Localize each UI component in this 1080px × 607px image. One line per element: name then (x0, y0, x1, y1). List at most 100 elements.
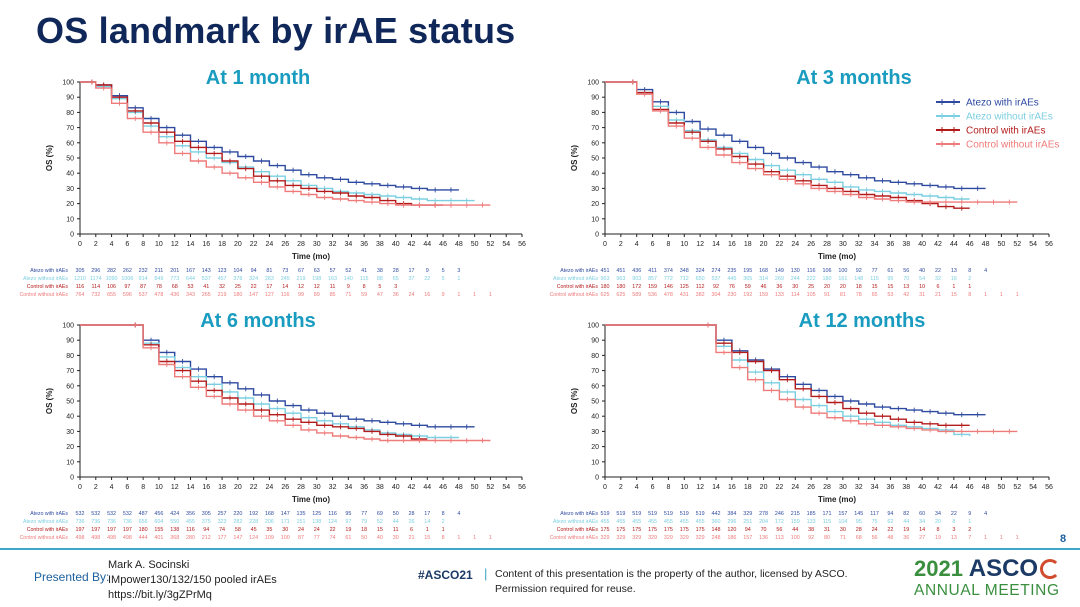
asco-logo: 2021 ASCO ANNUAL MEETING (914, 556, 1064, 604)
chart-title: At 6 months (200, 310, 316, 332)
at-risk-value: 15 (872, 284, 878, 290)
at-risk-value: 487 (139, 511, 148, 517)
at-risk-value: 442 (712, 511, 721, 517)
at-risk-value: 192 (743, 292, 752, 298)
x-tick-label: 36 (887, 484, 895, 491)
x-tick-label: 8 (141, 484, 145, 491)
x-tick-label: 40 (918, 241, 926, 248)
y-tick-label: 60 (591, 383, 599, 390)
x-tick-label: 34 (344, 484, 352, 491)
at-risk-value: 445 (727, 276, 736, 282)
x-tick-label: 2 (94, 241, 98, 248)
x-tick-label: 56 (518, 484, 526, 491)
legend-entry: Control without irAEs (966, 140, 1059, 151)
y-tick-label: 100 (62, 323, 74, 330)
legend-entry: Atezo with irAEs (966, 98, 1039, 109)
at-risk-value: 19 (345, 527, 351, 533)
at-risk-value: 87 (298, 535, 304, 541)
at-risk-value: 1 (489, 535, 492, 541)
at-risk-value: 498 (76, 535, 85, 541)
y-tick-label: 20 (591, 444, 599, 451)
at-risk-value: 230 (727, 292, 736, 298)
at-risk-value: 604 (154, 519, 163, 525)
at-risk-value: 519 (696, 511, 705, 517)
x-tick-label: 54 (1029, 241, 1037, 248)
at-risk-value: 36 (903, 535, 909, 541)
at-risk-value: 4 (984, 268, 987, 274)
at-risk-value: 197 (76, 527, 85, 533)
chart-panel-1-month: At 1 month 0 10 20 30 40 50 60 70 80 90 100 0 2 4 6 8 10 1… (0, 62, 540, 302)
km-curve-control-with-iraes (605, 81, 970, 209)
x-tick-label: 26 (807, 484, 815, 491)
at-risk-value: 100 (791, 535, 800, 541)
x-tick-label: 0 (603, 484, 607, 491)
x-tick-label: 48 (455, 484, 463, 491)
at-risk-value: 19 (903, 527, 909, 533)
at-risk-value: 36 (393, 292, 399, 298)
at-risk-value: 63 (314, 268, 320, 274)
at-risk-value: 532 (123, 511, 132, 517)
at-risk-value: 14 (919, 527, 925, 533)
at-risk-value: 1 (473, 535, 476, 541)
km-curve-control-without-iraes (80, 81, 491, 206)
at-risk-value: 712 (680, 276, 689, 282)
at-risk-value: 47 (377, 292, 383, 298)
x-tick-label: 26 (281, 241, 289, 248)
at-risk-value: 537 (139, 292, 148, 298)
at-risk-value: 356 (186, 511, 195, 517)
at-risk-value: 374 (664, 268, 673, 274)
at-risk-value: 282 (233, 519, 242, 525)
presenter-name: Mark A. Socinski (108, 559, 190, 571)
at-risk-value: 732 (91, 292, 100, 298)
at-risk-value: 1 (1000, 535, 1003, 541)
at-risk-value: 54 (919, 276, 925, 282)
chart-panel-6-months: At 6 months 0 10 20 30 40 50 60 70 80 90 100 0 2 4 6 8 10… (0, 305, 540, 545)
at-risk-value: 228 (249, 519, 258, 525)
at-risk-value: 70 (761, 527, 767, 533)
at-risk-value: 280 (186, 535, 195, 541)
at-risk-value: 32 (935, 276, 941, 282)
x-tick-label: 32 (329, 241, 337, 248)
at-risk-label: Atezo with irAEs (560, 268, 598, 274)
at-risk-value: 28 (409, 511, 415, 517)
logo-subtitle: ANNUAL MEETING (914, 582, 1060, 599)
at-risk-value: 314 (759, 276, 768, 282)
x-tick-label: 36 (360, 484, 368, 491)
at-risk-value: 22 (935, 268, 941, 274)
x-tick-label: 18 (218, 484, 226, 491)
at-risk-value: 8 (952, 519, 955, 525)
at-risk-value: 1 (1016, 535, 1019, 541)
at-risk-value: 5 (442, 268, 445, 274)
x-tick-label: 0 (603, 241, 607, 248)
at-risk-value: 59 (745, 284, 751, 290)
at-risk-value: 18 (856, 284, 862, 290)
x-tick-label: 14 (712, 241, 720, 248)
at-risk-value: 1174 (90, 276, 102, 282)
at-risk-value: 323 (218, 519, 227, 525)
chart-panel-12-months: At 12 months 0 10 20 30 40 50 60 70 80 90 100 0 2 4 6 8 1… (530, 305, 1080, 545)
at-risk-value: 305 (202, 511, 211, 517)
at-risk-value: 82 (903, 511, 909, 517)
x-tick-label: 32 (855, 241, 863, 248)
at-risk-value: 444 (139, 535, 148, 541)
x-tick-label: 4 (635, 241, 639, 248)
x-tick-label: 0 (78, 241, 82, 248)
at-risk-value: 329 (680, 535, 689, 541)
at-risk-value: 329 (601, 535, 610, 541)
presenter-link[interactable]: https://bit.ly/3gZPrMq (108, 589, 212, 601)
x-tick-label: 4 (635, 484, 639, 491)
at-risk-value: 375 (202, 519, 211, 525)
at-risk-value: 764 (76, 292, 85, 298)
x-tick-label: 30 (839, 484, 847, 491)
at-risk-value: 113 (775, 535, 784, 541)
at-risk-value: 773 (170, 276, 179, 282)
at-risk-value: 1 (457, 535, 460, 541)
at-risk-value: 92 (856, 268, 862, 274)
x-tick-label: 14 (187, 484, 195, 491)
x-tick-label: 52 (1013, 484, 1021, 491)
at-risk-value: 21 (409, 535, 415, 541)
at-risk-value: 22 (887, 527, 893, 533)
at-risk-value: 120 (727, 527, 736, 533)
at-risk-value: 53 (188, 284, 194, 290)
